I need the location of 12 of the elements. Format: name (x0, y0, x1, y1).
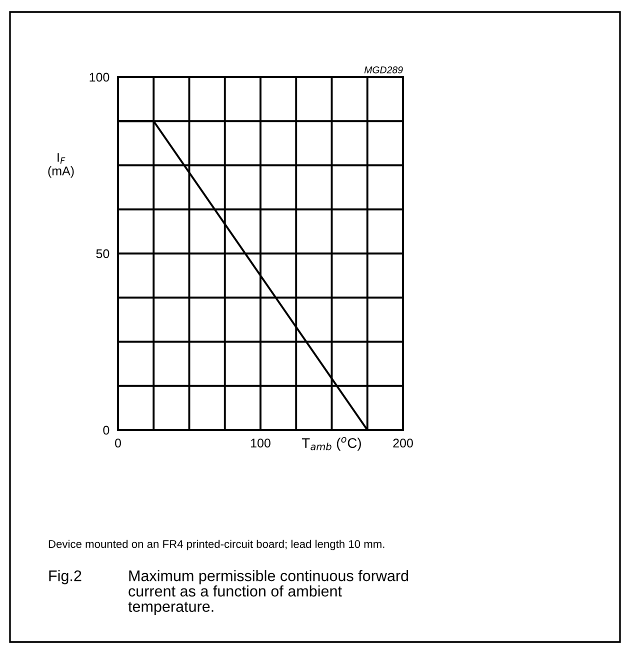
text: Device mounted on an FR4 printed-circuit board; lead length 10 mm. (48, 540, 384, 550)
text: MGD289 (364, 66, 403, 74)
x-tick-label: 100 (251, 438, 270, 448)
x-axis-title: T$_{amb}$ ($^{o}$C) (302, 437, 361, 451)
y-tick-label: 0 (103, 426, 110, 435)
x-tick-label: 0 (115, 438, 121, 448)
x-tick-label: 200 (393, 438, 413, 448)
y-axis-title: I$_{F}$ (mA) (48, 153, 74, 178)
y-tick-label: 50 (96, 249, 110, 258)
caption: Fig.2 (49, 570, 82, 584)
y-tick-label: 100 (90, 72, 110, 82)
text: Maximum permissible continuous forward current as a function of ambient temperature. (128, 570, 408, 615)
